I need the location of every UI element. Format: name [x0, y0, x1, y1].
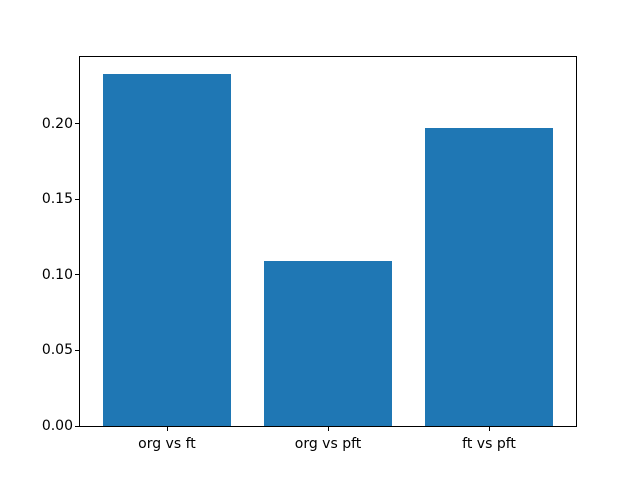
- bar-ft-vs-pft: [424, 128, 554, 426]
- bar-org-vs-ft: [102, 74, 232, 426]
- x-tick-label: org vs ft: [138, 436, 196, 452]
- y-tick-label: 0.10: [41, 266, 73, 283]
- y-tick-mark: [75, 123, 79, 125]
- bars-container: [80, 57, 576, 426]
- x-tick-label: ft vs pft: [462, 436, 516, 452]
- y-tick-label: 0.15: [41, 191, 73, 208]
- y-tick-label: 0.20: [41, 115, 73, 132]
- x-tick-mark: [166, 427, 168, 431]
- y-tick-mark: [75, 198, 79, 200]
- y-tick-mark: [75, 274, 79, 276]
- x-tick-mark: [489, 427, 491, 431]
- x-tick-mark: [328, 427, 329, 431]
- y-tick-label: 0.05: [41, 342, 73, 359]
- y-tick-mark: [75, 425, 79, 427]
- bar-org-vs-pft: [263, 261, 393, 426]
- y-tick-label: 0.00: [41, 418, 73, 434]
- x-tick-label: org vs pft: [294, 436, 362, 452]
- y-tick-mark: [75, 349, 79, 351]
